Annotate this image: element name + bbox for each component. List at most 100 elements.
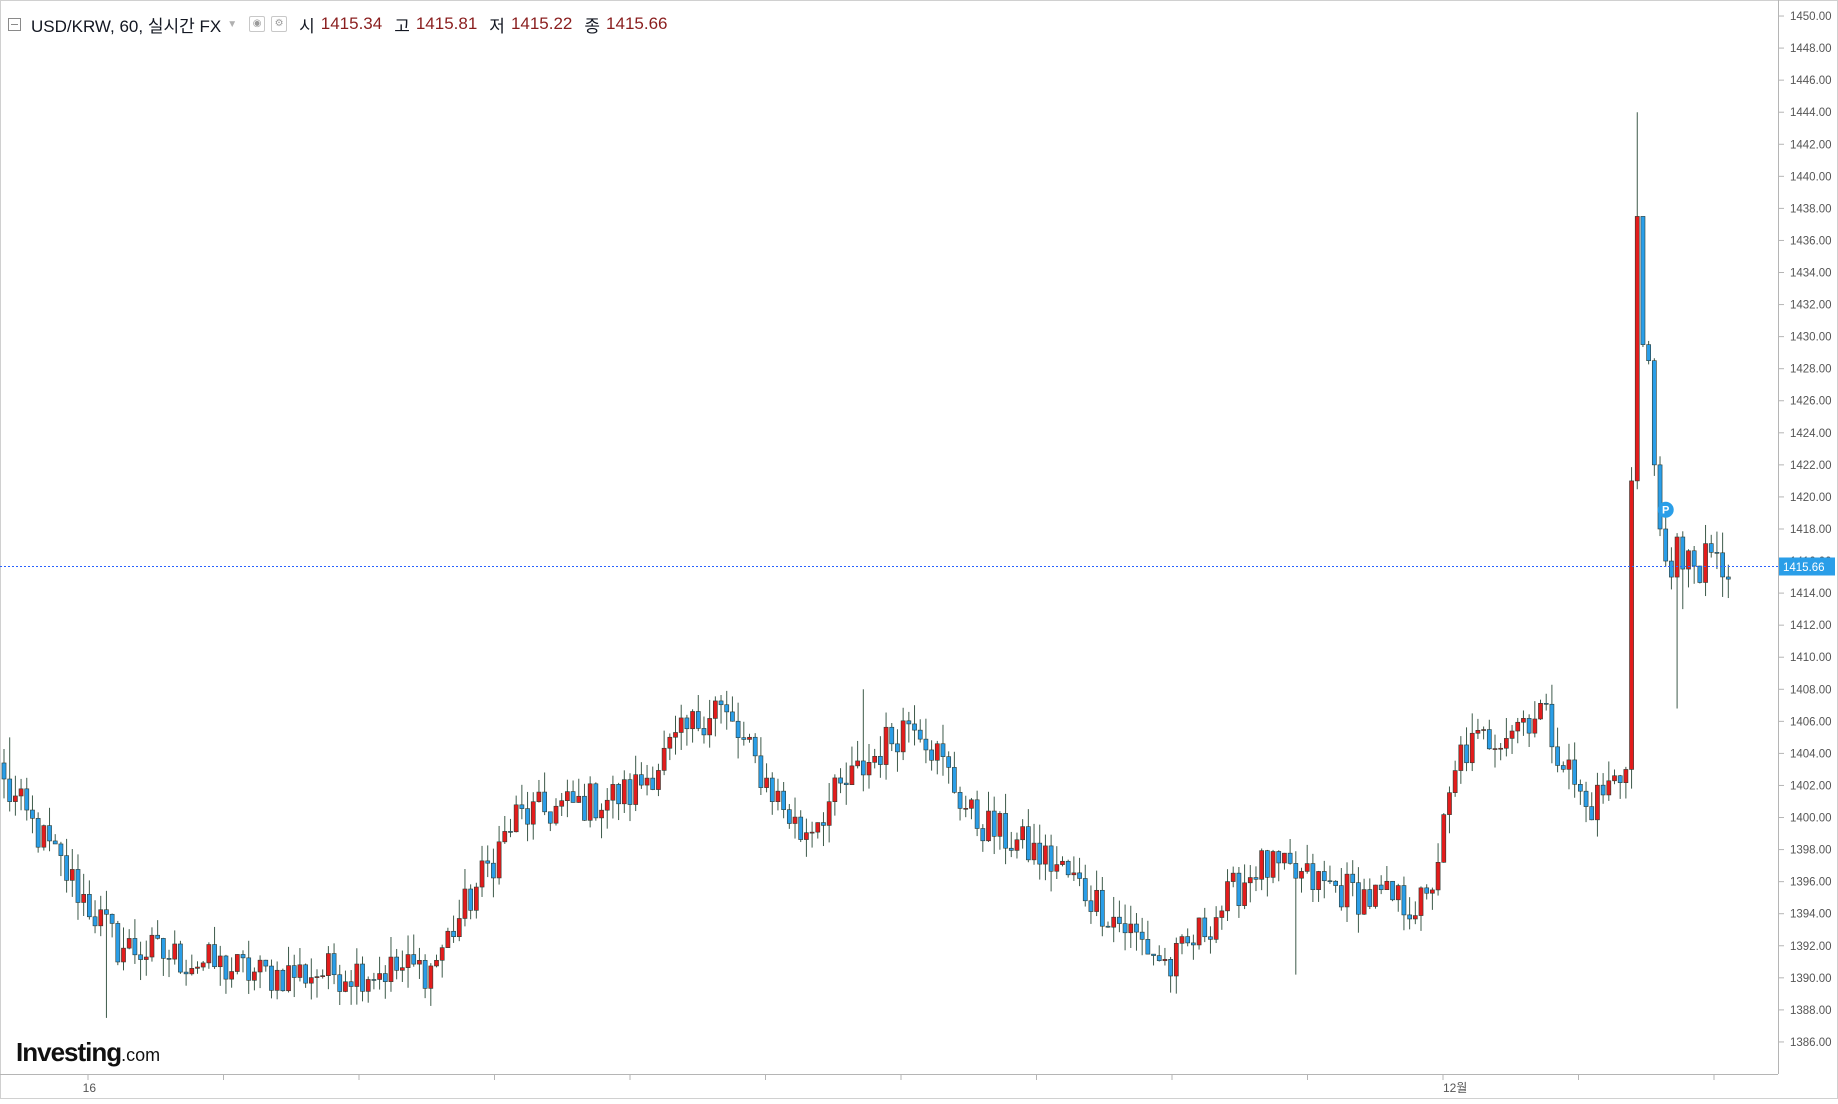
price-tick-label: 1408.00 xyxy=(1790,684,1832,696)
candle-body xyxy=(684,717,690,730)
candle-body xyxy=(980,828,986,842)
candle-body xyxy=(81,894,87,903)
candle-body xyxy=(7,778,13,802)
candle-body xyxy=(1651,360,1657,466)
candle-body xyxy=(991,810,997,837)
candle-body xyxy=(1287,852,1293,864)
candle-body xyxy=(1316,871,1321,890)
candle-body xyxy=(1,762,7,780)
candle-body xyxy=(1390,880,1395,901)
candle-body xyxy=(1259,850,1265,880)
candle-body xyxy=(491,862,496,879)
chart-legend: USD/KRW, 60, 실시간 FX ▼ ◉ ⚙ 시 1415.34 고 14… xyxy=(8,12,667,36)
candle-body xyxy=(1173,943,1179,977)
candle-body xyxy=(519,804,525,809)
candle-body xyxy=(1657,464,1663,530)
candle-body xyxy=(234,954,240,972)
price-tick-label: 1392.00 xyxy=(1790,941,1832,953)
candle-body xyxy=(360,963,365,992)
candle-body xyxy=(792,816,798,824)
candle-body xyxy=(400,967,405,971)
candle-body xyxy=(963,808,969,810)
candle-body xyxy=(87,894,92,918)
candle-body xyxy=(1543,703,1549,705)
candle-body xyxy=(1122,923,1128,934)
candle-body xyxy=(411,954,417,965)
candle-body xyxy=(189,968,195,975)
candle-body xyxy=(138,954,143,960)
candle-body xyxy=(934,743,940,761)
candle-body xyxy=(1686,550,1691,570)
price-tick-label: 1440.00 xyxy=(1790,171,1832,183)
candle-body xyxy=(1020,826,1026,841)
candle-body xyxy=(849,765,855,786)
price-tick-label: 1424.00 xyxy=(1790,428,1832,440)
candle-body xyxy=(1600,784,1606,796)
symbol-label[interactable]: USD/KRW, 60, 실시간 FX xyxy=(31,16,222,36)
candle-body xyxy=(1521,718,1526,723)
candle-body xyxy=(286,965,291,992)
candle-body xyxy=(1344,873,1350,908)
candle-body xyxy=(1293,863,1299,879)
candle-body xyxy=(1356,882,1361,915)
candle-body xyxy=(741,737,747,740)
candle-body xyxy=(496,841,502,879)
candle-body xyxy=(673,732,678,738)
candle-body xyxy=(1151,953,1156,956)
candle-body xyxy=(252,971,257,981)
candle-body xyxy=(1441,814,1447,863)
candle-body xyxy=(1162,959,1168,962)
collapse-icon[interactable] xyxy=(8,17,21,31)
candle-body xyxy=(1094,889,1099,912)
investing-logo[interactable]: Investing.com xyxy=(16,1037,160,1068)
candle-body xyxy=(889,726,895,745)
candle-body xyxy=(565,791,570,801)
candle-body xyxy=(178,943,183,973)
candle-body xyxy=(1270,851,1276,878)
candle-body xyxy=(815,822,821,833)
candle-body xyxy=(502,831,508,843)
candle-body xyxy=(1378,884,1384,891)
candle-body xyxy=(320,975,326,977)
candle-body xyxy=(1714,552,1720,554)
p-marker: P xyxy=(1657,501,1674,518)
candle-body xyxy=(1128,923,1134,934)
candle-body xyxy=(1117,916,1122,924)
candle-body xyxy=(405,954,411,968)
candle-body xyxy=(1703,543,1708,583)
candle-body xyxy=(906,720,912,725)
price-tick-label: 1410.00 xyxy=(1790,652,1832,664)
settings-icon[interactable]: ⚙ xyxy=(271,16,288,32)
eye-icon[interactable]: ◉ xyxy=(249,16,266,32)
candle-body xyxy=(456,918,462,937)
p-marker-icon[interactable] xyxy=(1657,501,1674,518)
candle-body xyxy=(200,962,206,968)
candle-body xyxy=(582,795,587,821)
candle-body xyxy=(1048,845,1054,872)
candle-body xyxy=(1606,780,1612,796)
candle-body xyxy=(1025,826,1031,861)
logo-suffix: .com xyxy=(121,1045,161,1065)
candle-body xyxy=(217,955,223,968)
price-tick-label: 1422.00 xyxy=(1790,460,1832,472)
candle-body xyxy=(1401,885,1407,916)
open-label: 시 xyxy=(299,16,315,36)
candle-body xyxy=(1191,942,1196,946)
candle-body xyxy=(747,736,752,740)
candle-body xyxy=(109,913,115,924)
candle-body xyxy=(547,811,553,824)
candle-body xyxy=(678,717,684,733)
candle-body xyxy=(1452,770,1458,793)
candle-body xyxy=(587,783,593,821)
candle-body xyxy=(1589,806,1595,821)
candle-body xyxy=(832,777,838,802)
chevron-down-icon[interactable]: ▼ xyxy=(227,18,238,30)
candle-body xyxy=(1498,747,1504,750)
candle-body xyxy=(1697,565,1703,583)
candle-body xyxy=(599,809,604,819)
time-axis: 16 12월 xyxy=(83,1074,1715,1095)
candle-body xyxy=(1310,863,1316,890)
